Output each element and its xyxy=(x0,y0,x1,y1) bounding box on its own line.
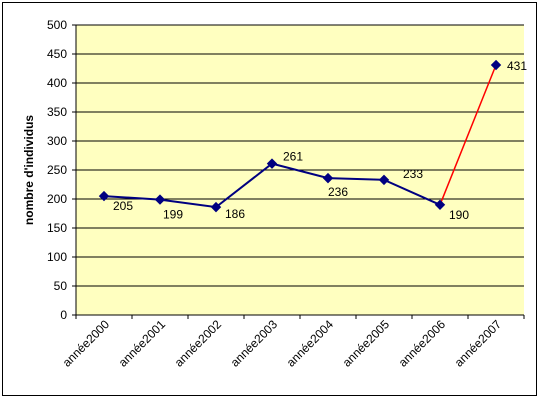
data-label: 233 xyxy=(403,167,423,181)
y-tick-label: 300 xyxy=(47,134,67,148)
y-tick-label: 0 xyxy=(60,308,67,322)
data-point xyxy=(98,190,110,202)
data-label: 205 xyxy=(113,199,133,213)
y-axis-title: nombre d'individus xyxy=(22,115,36,226)
data-label: 190 xyxy=(449,208,469,222)
x-tick-label: année2007 xyxy=(452,317,505,370)
axes xyxy=(75,25,525,319)
series-line-last-segment xyxy=(439,64,497,206)
data-label: 261 xyxy=(283,150,303,164)
x-tick-label: année2003 xyxy=(228,317,281,370)
y-tick-label: 200 xyxy=(47,192,67,206)
data-point xyxy=(154,194,166,205)
y-tick-label: 500 xyxy=(47,18,67,32)
data-label: 199 xyxy=(163,208,183,222)
y-tick-label: 50 xyxy=(54,279,68,293)
data-label: 236 xyxy=(328,185,348,199)
x-tick-label: année2001 xyxy=(116,317,169,370)
data-point xyxy=(210,201,222,213)
y-tick-label: 100 xyxy=(47,250,67,264)
data-label: 186 xyxy=(225,207,245,221)
gridlines xyxy=(72,24,524,316)
data-point xyxy=(490,59,502,71)
x-tick-label: année2006 xyxy=(396,317,449,370)
y-tick-labels: 0 50 100 150 200 250 300 350 400 450 500 xyxy=(47,18,67,322)
data-label: 431 xyxy=(507,59,527,73)
y-tick-label: 400 xyxy=(47,76,67,90)
data-point xyxy=(378,174,390,186)
y-tick-label: 150 xyxy=(47,221,67,235)
x-tick-labels: année2000 année2001 année2002 année2003 anné… xyxy=(60,317,505,370)
x-tick-label: année2002 xyxy=(172,317,225,370)
y-tick-label: 350 xyxy=(47,105,67,119)
x-tick-label: année2005 xyxy=(340,317,393,370)
data-point xyxy=(434,199,446,211)
y-tick-label: 450 xyxy=(47,47,67,61)
y-tick-label: 250 xyxy=(47,163,67,177)
data-point xyxy=(322,172,334,184)
data-labels: 205 199 186 261 236 233 190 431 xyxy=(113,59,527,222)
series-markers xyxy=(98,59,502,213)
x-tick-label: année2004 xyxy=(284,317,337,370)
data-point xyxy=(266,158,278,169)
x-tick-label: année2000 xyxy=(60,317,113,370)
